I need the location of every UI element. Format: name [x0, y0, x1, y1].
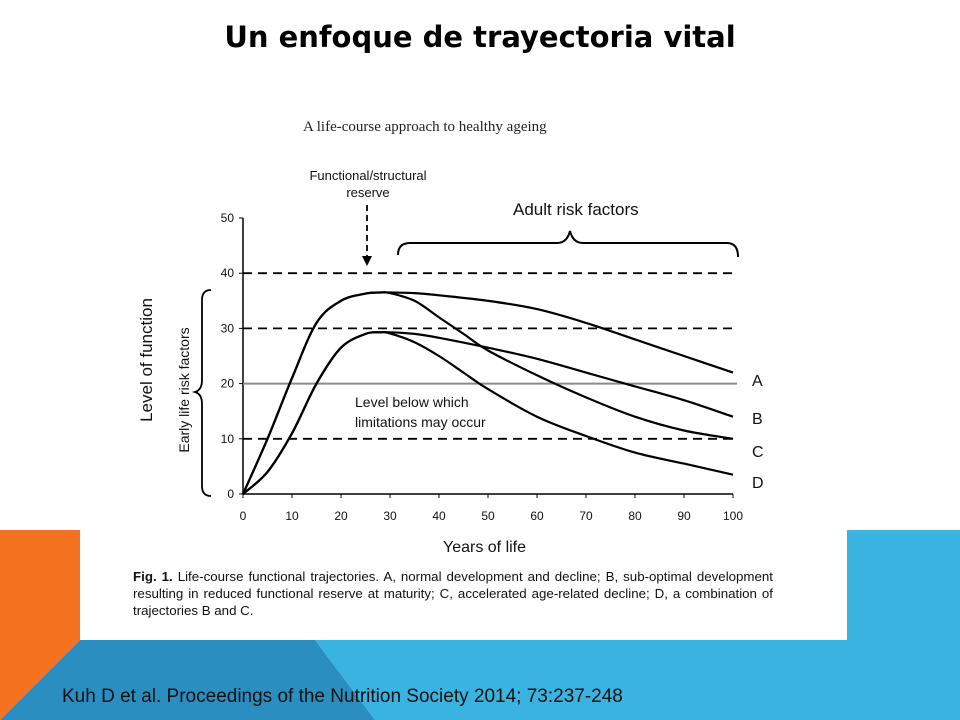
- series-label-c: C: [752, 444, 764, 461]
- caption-text: Life-course functional trajectories. A, …: [133, 569, 773, 618]
- citation: Kuh D et al. Proceedings of the Nutritio…: [62, 686, 623, 707]
- y-tick-label: 20: [221, 377, 235, 391]
- figure-panel: A life-course approach to healthy ageing…: [80, 90, 847, 639]
- y-tick-label: 40: [221, 266, 235, 280]
- x-axis-label: Years of life: [443, 539, 526, 556]
- caption-label: Fig. 1.: [133, 569, 173, 584]
- series-line-c: [241, 291, 734, 495]
- reserve-label-line2: reserve: [346, 185, 389, 200]
- chart-title: A life-course approach to healthy ageing: [303, 119, 547, 135]
- orange-decor-shape: [0, 530, 80, 720]
- x-tick-label: 70: [579, 509, 593, 523]
- reserve-arrow-head: [362, 256, 372, 266]
- figure-caption: Fig. 1. Life-course functional trajector…: [133, 568, 773, 619]
- x-tick-label: 90: [677, 509, 691, 523]
- x-tick-label: 50: [481, 509, 495, 523]
- early-risk-brace: [191, 289, 212, 497]
- x-tick-label: 40: [432, 509, 446, 523]
- limitation-label-line1: Level below which: [355, 394, 469, 410]
- blue-decor-shape: [315, 530, 960, 720]
- y-axis-label: Level of function: [137, 298, 156, 422]
- chart: A life-course approach to healthy ageing…: [137, 119, 764, 556]
- slide-title: Un enfoque de trayectoria vital: [224, 20, 736, 54]
- limitation-label-line2: limitations may occur: [355, 414, 486, 430]
- series-line-d: [242, 331, 734, 495]
- x-tick-label: 80: [628, 509, 642, 523]
- adult-risk-brace: [397, 230, 739, 258]
- series-line-b: [242, 330, 734, 495]
- y-tick-label: 0: [227, 487, 234, 501]
- series-label-b: B: [752, 411, 763, 428]
- dark-blue-decor-shape: [0, 640, 375, 720]
- series-label-d: D: [752, 475, 764, 492]
- y-tick-label: 10: [221, 432, 235, 446]
- x-tick-label: 10: [285, 509, 299, 523]
- x-tick-label: 60: [530, 509, 544, 523]
- x-tick-label: 20: [334, 509, 348, 523]
- y-tick-label: 30: [221, 321, 235, 335]
- adult-risk-label: Adult risk factors: [513, 200, 639, 219]
- early-risk-label: Early life risk factors: [176, 327, 192, 452]
- x-tick-label: 0: [240, 509, 247, 523]
- x-tick-label: 100: [723, 509, 743, 523]
- y-tick-label: 50: [221, 211, 235, 225]
- x-tick-label: 30: [383, 509, 397, 523]
- series-label-a: A: [752, 373, 763, 390]
- reserve-label-line1: Functional/structural: [309, 168, 426, 183]
